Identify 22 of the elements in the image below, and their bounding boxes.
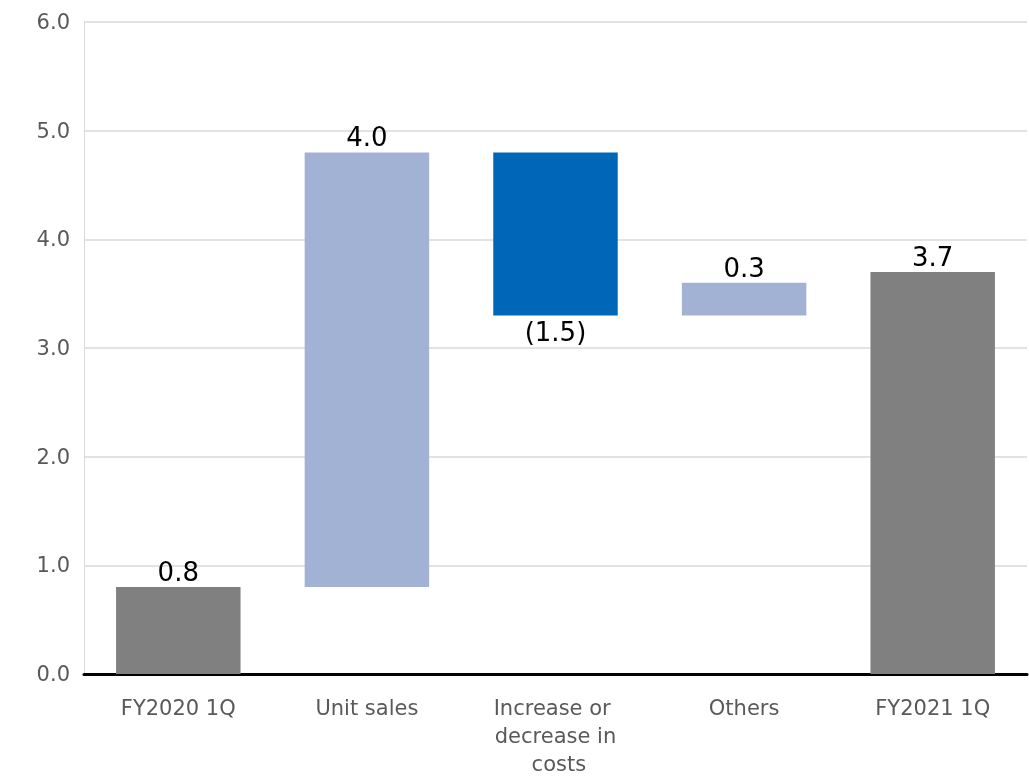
data-label: 0.3: [723, 252, 765, 283]
bar: [870, 271, 995, 674]
bar: [493, 152, 618, 316]
y-tick-label: 2.0: [36, 444, 70, 469]
bar: [304, 152, 430, 588]
x-tick-label: FY2021 1Q: [875, 696, 991, 720]
y-tick-label: 6.0: [36, 10, 70, 34]
x-tick-label: Others: [708, 696, 780, 720]
y-tick-label: 4.0: [36, 227, 70, 252]
x-tick-label: Increase or decrease in costs: [493, 696, 618, 776]
x-tick-label: Unit sales: [315, 696, 419, 720]
x-tick-label: FY2020 1Q: [120, 696, 236, 720]
y-tick-label: 0.0: [36, 662, 70, 686]
bar: [681, 282, 807, 316]
y-tick-label: 3.0: [36, 336, 70, 360]
data-label: 3.7: [912, 241, 954, 272]
data-label: 4.0: [346, 122, 388, 153]
data-label: 0.8: [157, 557, 199, 588]
bar: [116, 587, 241, 674]
data-label: (1.5): [524, 317, 587, 348]
y-tick-label: 1.0: [36, 553, 70, 578]
y-tick-label: 5.0: [36, 118, 70, 143]
